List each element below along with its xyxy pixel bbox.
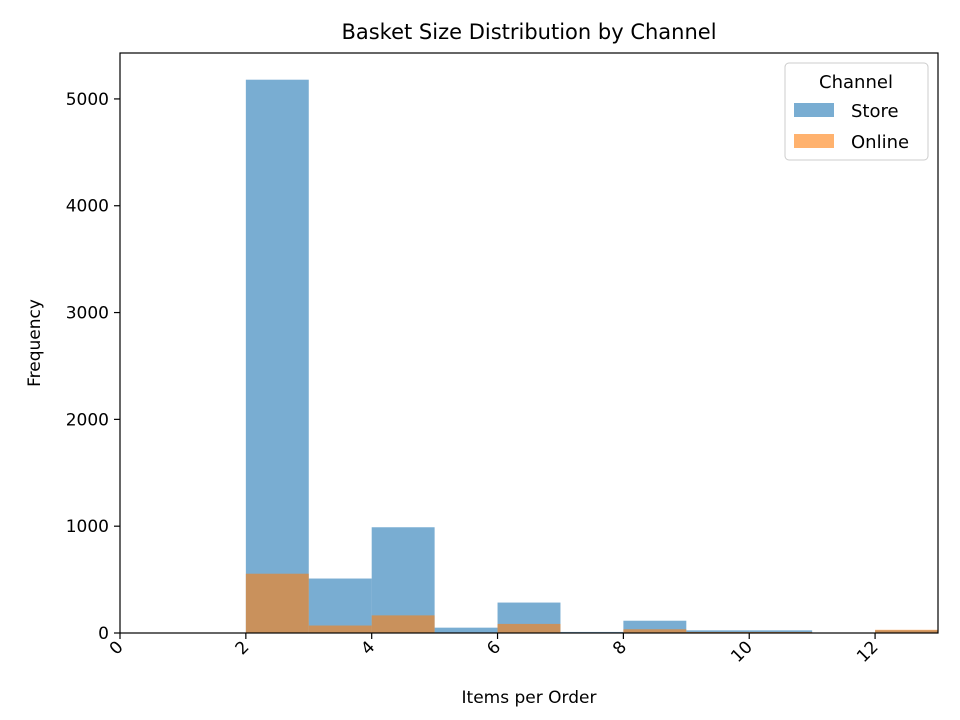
bar-store-bin-1	[308, 578, 372, 633]
y-tick-label: 0	[98, 624, 109, 644]
bar-online-bin-6	[623, 629, 687, 633]
x-tick-label: 2	[232, 637, 254, 659]
bar-online-bin-4	[497, 623, 561, 633]
x-tick-label: 4	[357, 637, 379, 659]
x-tick-label: 0	[106, 637, 128, 659]
legend-label-store: Store	[851, 101, 899, 122]
y-axis: 0 1000 2000 3000 4000 5000	[66, 90, 120, 644]
plot-frame	[119, 52, 939, 634]
bar-online-bin-1	[308, 625, 372, 633]
bars-layer	[245, 79, 938, 634]
x-tick-label: 10	[727, 637, 756, 666]
x-tick-label: 6	[483, 637, 505, 659]
y-axis-label: Frequency	[25, 299, 45, 387]
bar-store-bin-0	[245, 79, 309, 634]
bar-store-bin-3	[434, 627, 498, 633]
bar-online-bin-0	[245, 573, 309, 633]
bar-store-bin-8	[749, 630, 813, 633]
x-axis-label: Items per Order	[462, 688, 597, 708]
legend: Channel Store Online	[784, 62, 929, 161]
legend-title: Channel	[819, 72, 893, 93]
chart-title: Basket Size Distribution by Channel	[341, 20, 716, 44]
y-tick-label: 5000	[66, 90, 109, 110]
legend-label-online: Online	[851, 132, 909, 153]
y-tick-label: 3000	[66, 304, 109, 324]
y-tick-label: 1000	[66, 517, 109, 537]
legend-swatch-online	[794, 134, 834, 148]
y-tick-label: 2000	[66, 410, 109, 430]
x-tick-label: 8	[609, 637, 631, 659]
legend-swatch-store	[794, 103, 834, 117]
x-tick-label: 12	[853, 637, 882, 666]
bar-store-bin-7	[686, 630, 750, 633]
y-tick-label: 4000	[66, 197, 109, 217]
bar-online-bin-10	[875, 629, 938, 633]
bar-online-bin-2	[371, 615, 435, 633]
x-axis: 0 2 4 6 8 10 12	[106, 633, 883, 667]
